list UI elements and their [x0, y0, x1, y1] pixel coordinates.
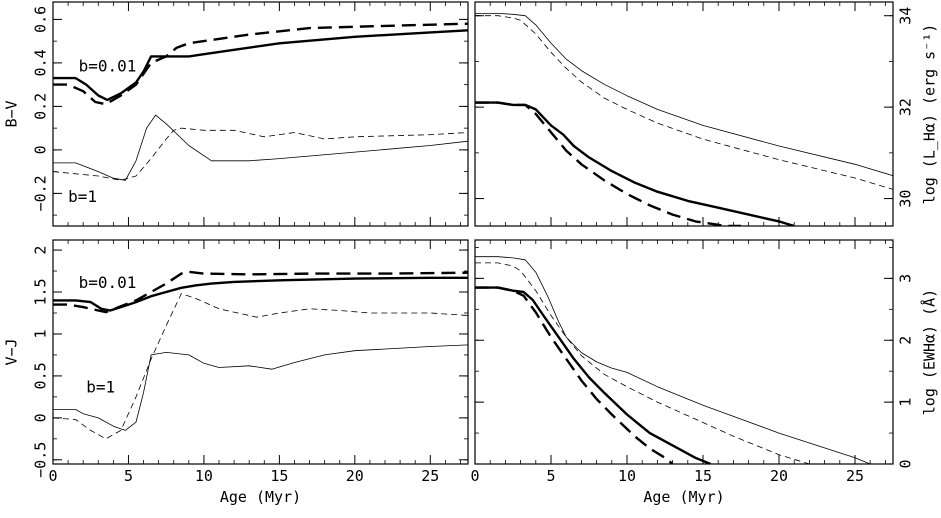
y-tick-label: 2	[32, 246, 50, 255]
series-line-thin-dashed	[475, 262, 810, 464]
y-tick-label: 30	[897, 190, 915, 208]
y-tick-label: 0.5	[32, 362, 50, 389]
series-line-thin-dashed	[475, 15, 893, 190]
series-annotation: b=1	[68, 187, 97, 206]
x-tick-label: 15	[694, 467, 712, 485]
plot-frame	[52, 239, 469, 465]
y-tick-label: 0	[897, 459, 915, 468]
y-tick-label: −0.5	[32, 442, 50, 478]
x-tick-label: 5	[124, 467, 133, 485]
plot-frame	[52, 1, 469, 227]
x-axis-label: Age (Myr)	[643, 488, 724, 506]
series-line-thin-solid	[475, 12, 893, 177]
series-line-thick-solid	[475, 286, 712, 464]
y-tick-label: 0.4	[32, 49, 50, 76]
series-line-thick-dashed	[53, 270, 468, 314]
x-tick-label: 0	[48, 467, 57, 485]
series-line-thick-dashed	[475, 286, 674, 464]
x-axis-label: Age (Myr)	[220, 488, 301, 506]
panel-top-right: 30 32 34 log (L_Hα) (erg s⁻¹)	[474, 1, 939, 227]
y-axis-label: log (L_Hα) (erg s⁻¹)	[921, 24, 939, 205]
series-line-thin-solid	[475, 256, 871, 464]
panel-top-left: −0.2 0 0.2 0.4 0.6 B−V b=0.01 b=1	[3, 1, 469, 227]
series-annotation: b=1	[86, 378, 115, 397]
y-tick-label: 32	[897, 98, 915, 116]
x-tick-label: 5	[546, 467, 555, 485]
y-tick-label: 0	[32, 145, 50, 154]
series-line-thick-dashed	[53, 22, 468, 106]
y-tick-label: 0	[32, 413, 50, 422]
y-tick-label: 0.6	[32, 6, 50, 33]
series-annotation: b=0.01	[79, 273, 137, 292]
series-line-thin-dashed	[53, 293, 468, 440]
y-tick-label: 1	[897, 398, 915, 407]
series-line-thick-dashed	[475, 101, 741, 226]
x-tick-label: 20	[346, 467, 364, 485]
y-tick-label: 3	[897, 274, 915, 283]
x-tick-label: 0	[470, 467, 479, 485]
y-axis-label: log (EWHα) (Å)	[920, 289, 939, 415]
y-tick-label: −0.2	[32, 175, 50, 211]
x-tick-label: 10	[618, 467, 636, 485]
series-line-thick-solid	[475, 101, 795, 226]
y-tick-label: 2	[897, 336, 915, 345]
y-axis-label: V−J	[3, 338, 21, 365]
plot-frame	[474, 1, 894, 227]
series-line-thin-solid	[53, 114, 468, 181]
series-line-thin-solid	[53, 344, 468, 431]
y-tick-label: 1	[32, 329, 50, 338]
x-tick-label: 10	[195, 467, 213, 485]
y-tick-label: 0.2	[32, 93, 50, 120]
plot-frame	[474, 239, 894, 465]
series-line-thin-dashed	[53, 127, 468, 181]
panel-bottom-right: 0 5 10 15 20 25 0 1 2 3 log (EWHα) (Å) Age (Myr)	[470, 239, 939, 506]
y-tick-label: 1.5	[32, 278, 50, 305]
x-tick-label: 15	[270, 467, 288, 485]
y-axis-label: B−V	[3, 100, 21, 127]
series-line-thick-solid	[53, 29, 468, 102]
x-tick-label: 25	[421, 467, 439, 485]
x-tick-label: 25	[846, 467, 864, 485]
x-tick-label: 20	[770, 467, 788, 485]
series-annotation: b=0.01	[79, 57, 137, 76]
series-line-thick-solid	[53, 276, 468, 312]
y-tick-label: 34	[897, 7, 915, 25]
